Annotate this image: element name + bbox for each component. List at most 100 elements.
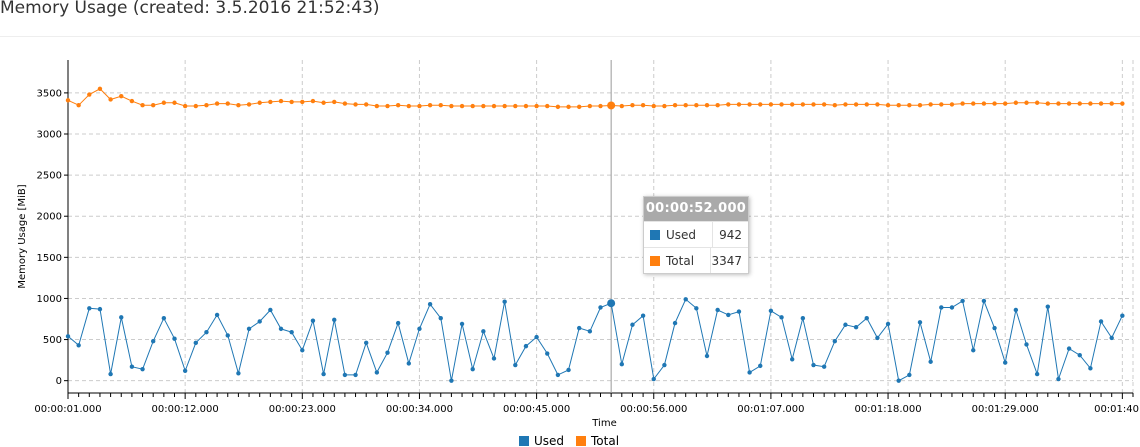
data-point[interactable] [939,102,944,107]
data-point[interactable] [523,343,529,349]
data-point[interactable] [140,103,145,108]
data-point[interactable] [811,362,816,368]
data-point[interactable] [768,102,774,107]
data-point[interactable] [832,103,837,108]
data-point[interactable] [545,351,550,356]
data-point[interactable] [1013,100,1019,105]
data-point[interactable] [1056,376,1061,382]
data-point[interactable] [65,98,71,103]
data-point[interactable] [790,102,795,107]
data-point[interactable] [949,305,955,310]
data-point[interactable] [438,103,443,108]
data-point[interactable] [268,99,273,105]
data-point[interactable] [587,329,593,334]
data-point[interactable] [534,103,539,109]
data-point[interactable] [289,99,294,105]
data-point[interactable] [704,353,710,359]
data-point[interactable] [1109,101,1114,106]
data-point[interactable] [875,335,880,341]
data-point[interactable] [300,348,305,353]
data-point[interactable] [268,307,273,313]
data-point[interactable] [907,372,912,378]
data-point[interactable] [651,103,656,109]
data-point[interactable] [289,329,294,335]
data-point[interactable] [651,376,656,382]
data-point[interactable] [257,319,262,324]
data-point[interactable] [427,103,433,108]
data-point[interactable] [981,101,987,106]
data-point[interactable] [214,312,220,318]
data-point[interactable] [182,103,188,109]
data-point[interactable] [683,297,688,302]
data-point[interactable] [715,307,720,313]
data-point[interactable] [310,318,316,323]
data-point[interactable] [236,371,241,376]
data-point[interactable] [779,102,784,107]
data-point[interactable] [577,325,582,331]
data-point[interactable] [225,101,230,106]
data-point[interactable] [172,100,177,105]
data-point[interactable] [278,326,284,332]
data-point[interactable] [1003,101,1008,106]
data-point[interactable] [683,103,688,108]
data-point[interactable] [662,362,667,368]
data-point[interactable] [928,102,933,107]
data-point[interactable] [225,333,230,338]
data-point[interactable] [395,103,401,108]
data-point[interactable] [172,336,177,341]
data-point[interactable] [321,100,326,105]
data-point[interactable] [577,104,582,110]
data-point[interactable] [513,103,518,109]
data-point[interactable] [736,102,742,107]
data-point[interactable] [1088,101,1093,106]
data-point[interactable] [406,361,411,366]
data-point[interactable] [342,101,348,106]
data-point[interactable] [374,103,380,109]
legend-item-total[interactable]: Total [576,434,619,447]
data-point[interactable] [161,315,167,321]
data-point[interactable] [1077,101,1082,106]
data-point[interactable] [800,315,806,321]
data-point[interactable] [321,371,326,377]
data-point[interactable] [768,308,774,313]
data-point[interactable] [236,103,241,108]
data-point[interactable] [960,298,965,304]
data-point[interactable] [364,102,369,107]
data-point[interactable] [704,103,710,108]
data-point[interactable] [1066,346,1072,351]
data-point[interactable] [843,102,848,107]
data-point[interactable] [811,102,816,107]
data-point[interactable] [417,103,422,109]
data-point[interactable] [790,357,795,362]
data-point[interactable] [1120,101,1125,106]
data-point[interactable] [939,305,944,310]
data-point[interactable] [747,102,752,107]
data-point[interactable] [555,372,561,378]
series-used[interactable] [65,297,1125,383]
data-point[interactable] [140,366,145,372]
data-point[interactable] [619,103,624,109]
data-point[interactable] [598,103,603,109]
data-point[interactable] [97,306,103,312]
data-point[interactable] [917,320,923,325]
data-point[interactable] [246,326,252,332]
data-point[interactable] [470,366,475,372]
data-point[interactable] [204,103,209,108]
data-point[interactable] [310,98,316,104]
data-point[interactable] [864,102,869,107]
data-point[interactable] [246,102,252,107]
data-point[interactable] [1034,371,1040,377]
data-point[interactable] [853,102,859,107]
series[interactable] [65,86,1125,383]
legend-item-used[interactable]: Used [519,434,564,447]
data-point[interactable] [619,362,624,367]
data-point[interactable] [119,93,124,99]
data-point[interactable] [587,103,593,109]
data-point[interactable] [151,103,156,108]
data-point[interactable] [1045,304,1051,309]
data-point[interactable] [300,99,305,105]
data-point[interactable] [992,101,997,106]
data-point[interactable] [971,101,976,106]
data-point[interactable] [1034,100,1040,105]
